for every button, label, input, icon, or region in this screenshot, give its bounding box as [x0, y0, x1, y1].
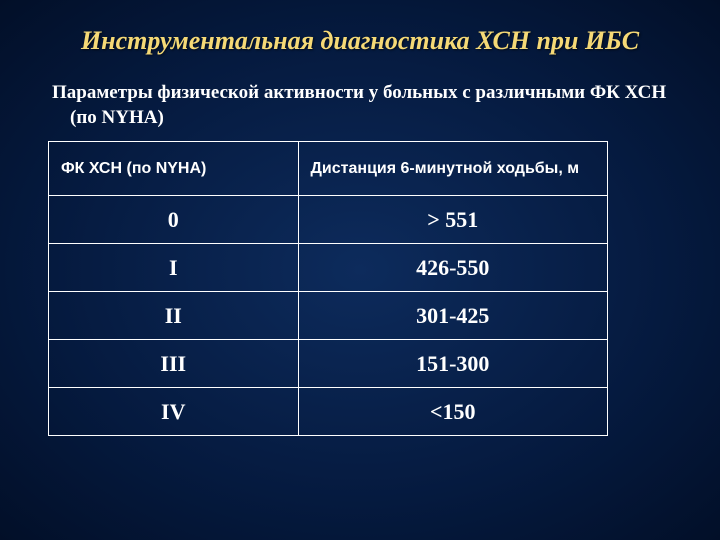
table-cell: II [49, 292, 299, 340]
table-header-row: ФК ХСН (по NYHA) Дистанция 6-минутной хо… [49, 142, 608, 196]
table-row: III 151-300 [49, 340, 608, 388]
table-row: 0 > 551 [49, 196, 608, 244]
nyha-table: ФК ХСН (по NYHA) Дистанция 6-минутной хо… [48, 141, 608, 436]
table-row: IV <150 [49, 388, 608, 436]
table-cell: 151-300 [298, 340, 607, 388]
page-title: Инструментальная диагностика ХСН при ИБС [0, 0, 720, 66]
table-container: ФК ХСН (по NYHA) Дистанция 6-минутной хо… [0, 141, 720, 436]
table-cell: 301-425 [298, 292, 607, 340]
table-cell: 0 [49, 196, 299, 244]
table-cell: I [49, 244, 299, 292]
table-row: I 426-550 [49, 244, 608, 292]
table-header-cell: Дистанция 6-минутной ходьбы, м [298, 142, 607, 196]
table-row: II 301-425 [49, 292, 608, 340]
table-cell: III [49, 340, 299, 388]
table-cell: > 551 [298, 196, 607, 244]
table-cell: 426-550 [298, 244, 607, 292]
page-subtitle: Параметры физической активности у больны… [18, 66, 720, 141]
table-cell: IV [49, 388, 299, 436]
table-cell: <150 [298, 388, 607, 436]
table-header-cell: ФК ХСН (по NYHA) [49, 142, 299, 196]
